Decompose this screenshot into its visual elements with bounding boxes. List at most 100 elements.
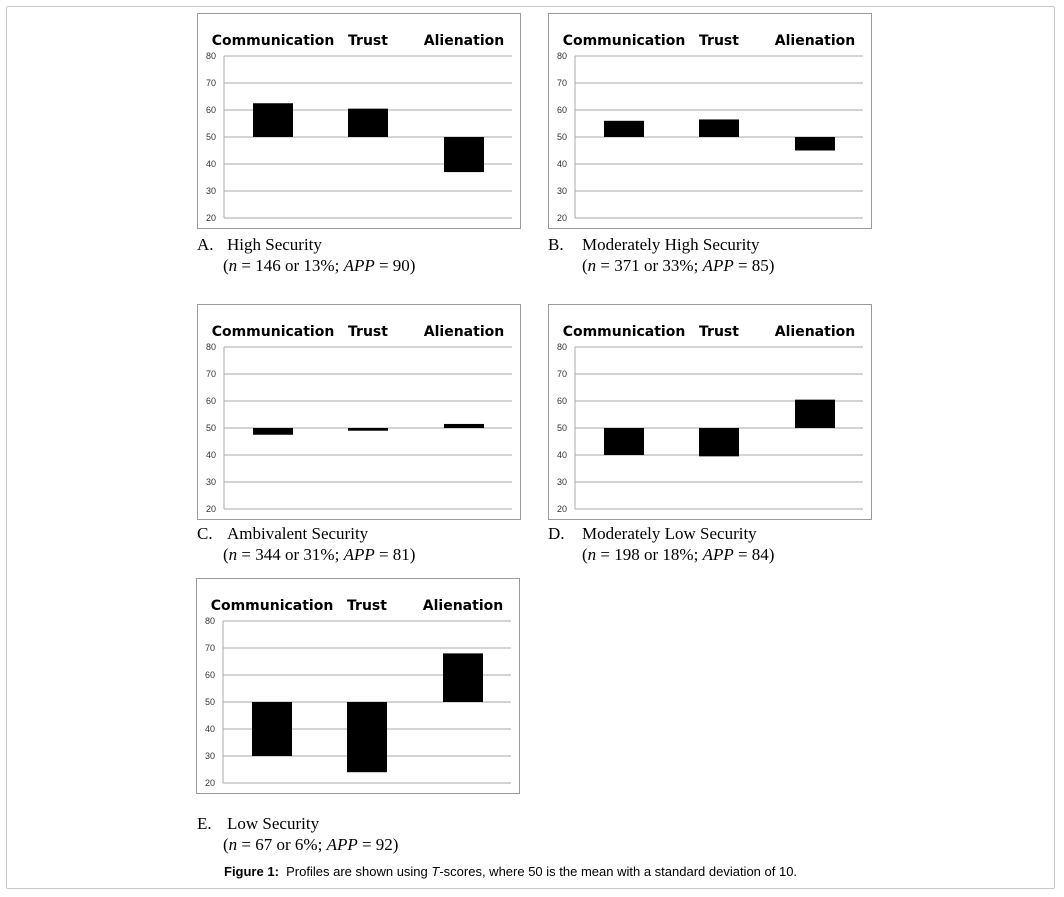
y-tick-label: 20	[557, 213, 567, 223]
y-tick-label: 80	[557, 51, 567, 61]
n-symbol: n	[587, 545, 597, 564]
y-tick-label: 40	[206, 159, 216, 169]
bar-alienation	[795, 137, 835, 151]
category-label-alienation: Alienation	[424, 33, 504, 49]
figure-caption-emphasis: T	[431, 864, 440, 879]
bar-trust	[348, 428, 388, 431]
chart-frame-e: 20 30 40 50 60 70 80 Communication Trust Alienati…	[196, 578, 520, 794]
y-tick-label: 50	[206, 132, 216, 142]
app-symbol: APP	[343, 256, 375, 275]
y-tick-label: 70	[206, 78, 216, 88]
category-label-communication: Communication	[212, 33, 335, 49]
y-tick-label: 60	[206, 105, 216, 115]
chart-b: 20 30 40 50 60 70 80 Communication Trust Alienati…	[557, 33, 863, 223]
caption-letter: C.	[197, 524, 213, 543]
chart-e: 20 30 40 50 60 70 80 Communication Trust Alienati…	[205, 598, 511, 788]
y-tick-label: 20	[206, 504, 216, 514]
bar-alienation	[444, 137, 484, 173]
y-tick-label: 30	[206, 477, 216, 487]
y-tick-label: 20	[557, 504, 567, 514]
category-label-alienation: Alienation	[424, 324, 504, 340]
app-symbol: APP	[702, 545, 734, 564]
category-label-communication: Communication	[211, 598, 334, 614]
y-tick-label: 20	[205, 778, 215, 788]
chart-a: 20 30 40 50 60 70 80 Communication Trust Alienati…	[206, 33, 512, 223]
caption-title: Moderately High Security	[582, 235, 760, 254]
chart-c: 20 30 40 50 60 70 80 Communication Trust Alienati…	[206, 324, 512, 514]
y-tick-label: 80	[206, 342, 216, 352]
bar-communication	[604, 428, 644, 455]
y-tick-label: 60	[205, 670, 215, 680]
category-label-trust: Trust	[347, 598, 387, 614]
caption-title: Moderately Low Security	[582, 524, 757, 543]
y-tick-label: 70	[557, 369, 567, 379]
chart-d: 20 30 40 50 60 70 80 Communication Trust Alienati…	[557, 324, 863, 514]
y-tick-label: 50	[557, 423, 567, 433]
app-symbol: APP	[343, 545, 375, 564]
n-symbol: n	[228, 545, 238, 564]
category-label-alienation: Alienation	[423, 598, 503, 614]
y-tick-label: 50	[206, 423, 216, 433]
category-label-alienation: Alienation	[775, 324, 855, 340]
bar-alienation	[444, 423, 484, 428]
y-tick-label: 40	[557, 159, 567, 169]
app-symbol: APP	[326, 835, 358, 854]
category-label-trust: Trust	[348, 324, 388, 340]
y-tick-label: 50	[557, 132, 567, 142]
caption-title: Low Security	[227, 814, 320, 833]
y-tick-label: 30	[205, 751, 215, 761]
caption-d: D. Moderately Low Security (n = 198 or 18…	[548, 524, 775, 564]
bar-communication	[604, 120, 644, 137]
bar-trust	[699, 119, 739, 137]
bar-trust	[348, 108, 388, 137]
y-tick-label: 30	[206, 186, 216, 196]
chart-frame-d: 20 30 40 50 60 70 80 Communication Trust Alienati…	[548, 304, 872, 520]
n-symbol: n	[587, 256, 597, 275]
figure-frame	[6, 6, 1055, 889]
category-label-trust: Trust	[699, 33, 739, 49]
y-tick-label: 50	[205, 697, 215, 707]
bar-communication	[252, 702, 292, 756]
y-tick-label: 30	[557, 186, 567, 196]
caption-c: C. Ambivalent Security (n = 344 or 31%; A…	[197, 524, 416, 564]
figure-caption: Figure 1: Profiles are shown using T-sco…	[224, 864, 797, 879]
category-label-communication: Communication	[212, 324, 335, 340]
category-label-trust: Trust	[699, 324, 739, 340]
y-tick-label: 40	[205, 724, 215, 734]
y-tick-label: 70	[557, 78, 567, 88]
caption-letter: E.	[197, 814, 212, 833]
figure-caption-text: Profiles are shown using	[286, 864, 432, 879]
y-tick-label: 40	[206, 450, 216, 460]
caption-title: Ambivalent Security	[227, 524, 369, 543]
bar-trust	[347, 702, 387, 773]
y-tick-label: 70	[206, 369, 216, 379]
caption-letter: B.	[548, 235, 564, 254]
figure-caption-text-end: -scores, where 50 is the mean with a sta…	[439, 864, 798, 879]
y-tick-label: 80	[557, 342, 567, 352]
y-tick-label: 80	[205, 616, 215, 626]
y-tick-label: 40	[557, 450, 567, 460]
figure-label: Figure 1:	[224, 864, 279, 879]
bar-communication	[253, 103, 293, 137]
y-tick-label: 70	[205, 643, 215, 653]
y-tick-label: 60	[557, 105, 567, 115]
bar-trust	[699, 428, 739, 457]
y-tick-label: 20	[206, 213, 216, 223]
chart-frame-c: 20 30 40 50 60 70 80 Communication Trust Alienati…	[197, 304, 521, 520]
chart-frame-b: 20 30 40 50 60 70 80 Communication Trust Alienati…	[548, 13, 872, 229]
y-tick-label: 80	[206, 51, 216, 61]
caption-letter: A.	[197, 235, 214, 254]
category-label-trust: Trust	[348, 33, 388, 49]
category-label-alienation: Alienation	[775, 33, 855, 49]
y-tick-label: 60	[206, 396, 216, 406]
bar-alienation	[443, 653, 483, 702]
chart-frame-a: 20 30 40 50 60 70 80 Communication Trust Alienati…	[197, 13, 521, 229]
caption-a: A. High Security (n = 146 or 13%; APP = 9…	[197, 235, 416, 275]
category-label-communication: Communication	[563, 324, 686, 340]
bar-alienation	[795, 399, 835, 428]
n-symbol: n	[228, 835, 238, 854]
caption-b: B. Moderately High Security (n = 371 or 3…	[548, 235, 775, 275]
app-symbol: APP	[702, 256, 734, 275]
y-tick-label: 60	[557, 396, 567, 406]
bar-communication	[253, 428, 293, 435]
